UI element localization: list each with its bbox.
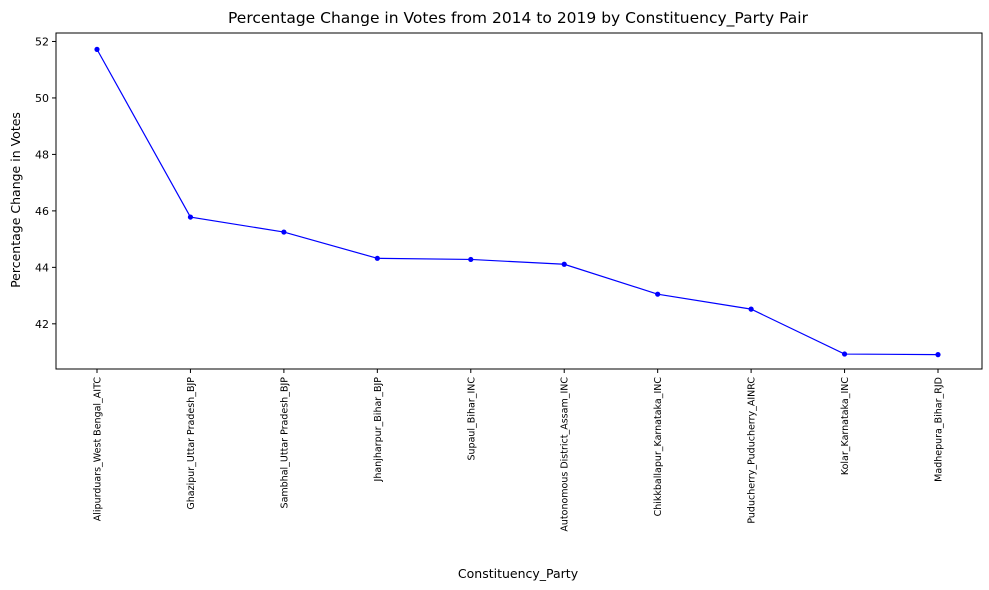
x-tick-label: Chikkballapur_Karnataka_INC: [653, 377, 664, 517]
y-tick-label: 46: [35, 205, 49, 218]
y-tick-label: 44: [35, 261, 49, 274]
data-point-6: [561, 261, 567, 267]
data-point-9: [841, 351, 848, 357]
data-point-5: [468, 256, 474, 263]
plot-area: [55, 32, 983, 370]
y-tick-label: 50: [35, 92, 49, 105]
x-axis-label: Constituency_Party: [458, 566, 579, 581]
y-tick-label: 48: [35, 148, 49, 161]
y-tick-label: 52: [35, 35, 49, 48]
y-tick-label: 42: [35, 318, 49, 331]
data-point-1: [94, 46, 100, 52]
data-point-2: [187, 214, 194, 220]
data-point-8: [748, 306, 754, 312]
x-tick-label: Alipurduars_West Bengal_AITC: [93, 377, 104, 522]
series-line: [96, 49, 939, 356]
x-axis: Alipurduars_West Bengal_AITC Ghazipur_Utt…: [93, 369, 945, 532]
y-axis: 42 44 46 48 50 52: [35, 35, 56, 331]
x-tick-label: Ghazipur_Uttar Pradesh_BJP: [186, 377, 197, 510]
data-point-3: [281, 229, 287, 235]
x-tick-label: Puducherry_Puducherry_AINRC: [747, 377, 758, 524]
x-tick-label: Sambhal_Uttar Pradesh_BJP: [279, 377, 290, 509]
y-axis-label: Percentage Change in Votes: [8, 112, 23, 288]
data-point-4: [374, 255, 380, 261]
data-point-10: [935, 352, 941, 358]
data-point-7: [655, 291, 661, 297]
x-tick-label: Kolar_Karnataka_INC: [840, 377, 851, 476]
chart-title: Percentage Change in Votes from 2014 to …: [228, 9, 809, 28]
x-tick-label: Madhepura_Bihar_RJD: [934, 377, 945, 482]
x-tick-label: Autonomous District_Assam_INC: [560, 377, 571, 532]
x-tick-label: Supaul_Bihar_INC: [466, 377, 477, 461]
x-tick-label: Jhanjharpur_Bihar_BJP: [373, 377, 384, 483]
plot-frame: [55, 32, 983, 370]
